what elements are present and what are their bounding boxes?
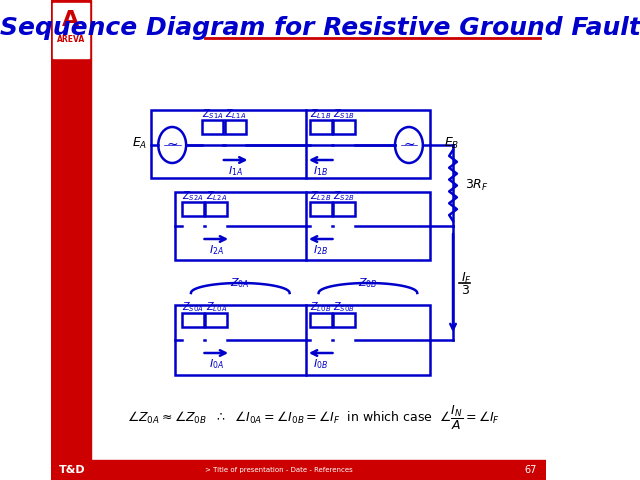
Text: $I_{1B}$: $I_{1B}$	[313, 164, 328, 178]
Bar	[53, 3, 89, 58]
Text: T&D: T&D	[59, 465, 86, 475]
Bar	[182, 202, 204, 216]
Text: $Z_{0B}$: $Z_{0B}$	[358, 276, 378, 290]
Text: $Z_{S1B}$: $Z_{S1B}$	[333, 107, 355, 121]
Text: $Z_{L2A}$: $Z_{L2A}$	[205, 189, 227, 203]
Text: Sequence Diagram for Resistive Ground Fault: Sequence Diagram for Resistive Ground Fa…	[0, 16, 640, 40]
Bar	[333, 313, 355, 327]
Text: $I_{1A}$: $I_{1A}$	[228, 164, 243, 178]
Text: 67: 67	[524, 465, 536, 475]
Text: $I_{0B}$: $I_{0B}$	[313, 357, 328, 371]
Text: ~: ~	[166, 138, 178, 152]
Text: $Z_{S0A}$: $Z_{S0A}$	[182, 300, 204, 314]
Bar	[175, 192, 430, 260]
Text: ~: ~	[403, 138, 415, 152]
Bar	[333, 120, 355, 134]
Text: $I_F$: $I_F$	[461, 270, 472, 286]
Text: $Z_{S2B}$: $Z_{S2B}$	[333, 189, 355, 203]
Bar	[51, 460, 546, 480]
Text: $Z_{S2A}$: $Z_{S2A}$	[182, 189, 204, 203]
Bar	[205, 202, 227, 216]
Text: $Z_{S1A}$: $Z_{S1A}$	[202, 107, 223, 121]
Bar	[225, 120, 246, 134]
Text: AREVA: AREVA	[57, 36, 85, 45]
Bar	[182, 313, 204, 327]
Text: $E_A$: $E_A$	[132, 135, 147, 151]
Text: $E_B$: $E_B$	[444, 135, 459, 151]
Text: $Z_{L2B}$: $Z_{L2B}$	[310, 189, 332, 203]
Bar	[310, 202, 332, 216]
Bar	[151, 110, 430, 178]
Text: $Z_{L0B}$: $Z_{L0B}$	[310, 300, 332, 314]
Bar	[175, 305, 430, 375]
Text: $3R_F$: $3R_F$	[465, 178, 488, 193]
Bar	[310, 313, 332, 327]
Bar	[310, 120, 332, 134]
Bar	[205, 313, 227, 327]
Text: $I_{2A}$: $I_{2A}$	[209, 243, 224, 257]
Text: 3: 3	[461, 285, 468, 298]
Text: $\angle Z_{0A}\approx\angle Z_{0B}$  $\therefore$  $\angle I_{0A}=\angle I_{0B}=: $\angle Z_{0A}\approx\angle Z_{0B}$ $\th…	[127, 404, 500, 432]
Text: $I_{2B}$: $I_{2B}$	[313, 243, 328, 257]
Text: $Z_{L0A}$: $Z_{L0A}$	[205, 300, 227, 314]
Bar	[51, 0, 91, 460]
Text: $Z_{0A}$: $Z_{0A}$	[230, 276, 250, 290]
Text: > Title of presentation - Date - References: > Title of presentation - Date - Referen…	[205, 467, 353, 473]
Text: $Z_{L1A}$: $Z_{L1A}$	[225, 107, 246, 121]
Bar	[202, 120, 223, 134]
Text: $Z_{S0B}$: $Z_{S0B}$	[333, 300, 355, 314]
Text: A: A	[62, 10, 79, 30]
Text: $Z_{L1B}$: $Z_{L1B}$	[310, 107, 332, 121]
Text: $I_{0A}$: $I_{0A}$	[209, 357, 224, 371]
Bar	[333, 202, 355, 216]
